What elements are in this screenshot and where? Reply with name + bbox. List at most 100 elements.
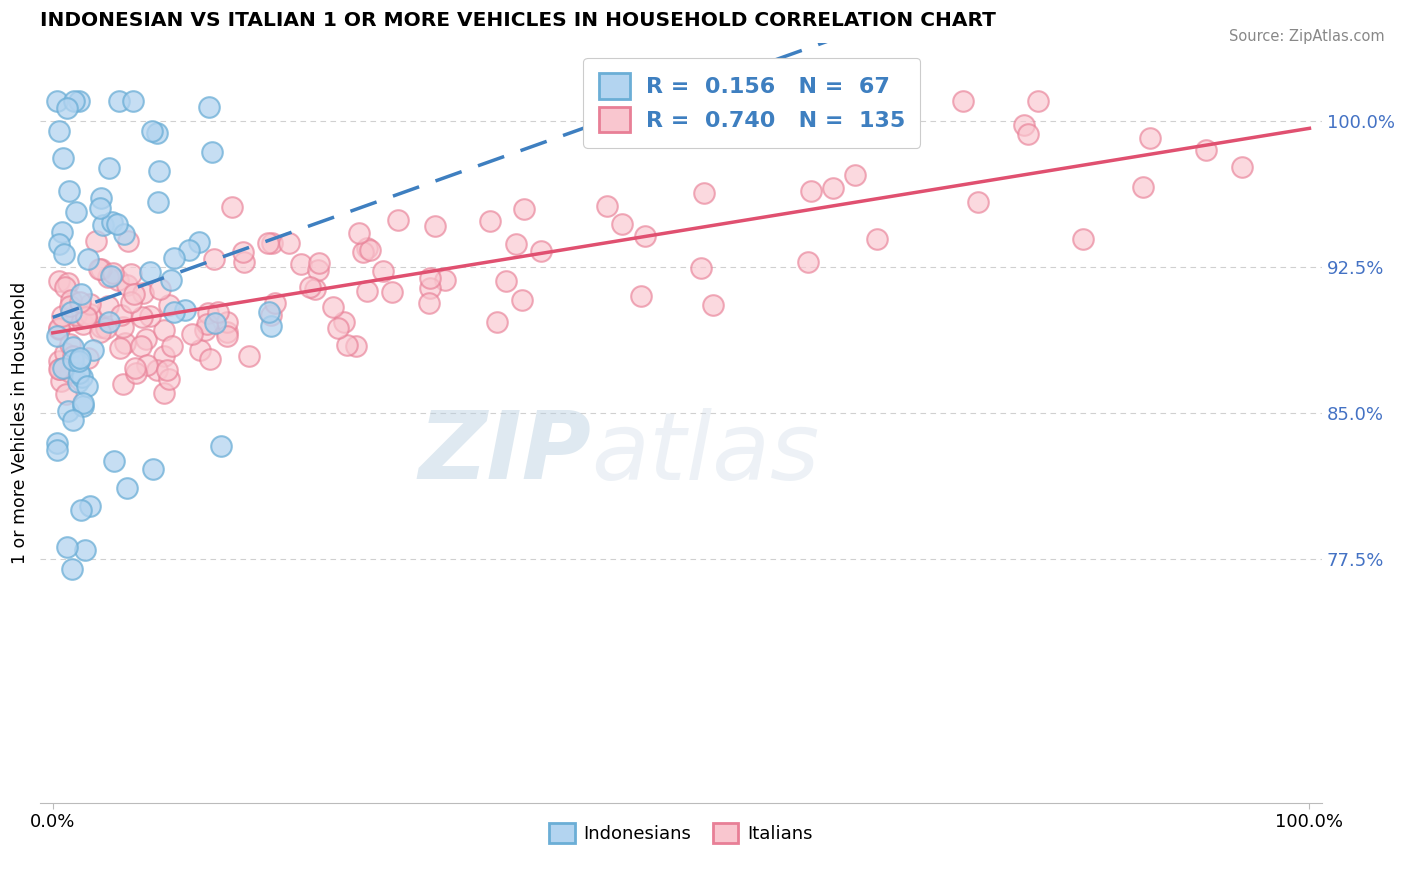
Point xyxy=(510,293,533,308)
Point xyxy=(153,385,176,400)
Point xyxy=(115,481,138,495)
Point xyxy=(72,399,94,413)
Point xyxy=(797,255,820,269)
Point xyxy=(62,339,84,353)
Point xyxy=(238,349,260,363)
Point xyxy=(62,353,84,368)
Point xyxy=(100,268,122,283)
Point xyxy=(187,235,209,249)
Point xyxy=(56,101,79,115)
Point xyxy=(125,366,148,380)
Point xyxy=(135,332,157,346)
Point xyxy=(112,227,135,241)
Point xyxy=(194,322,217,336)
Point xyxy=(138,310,160,324)
Point xyxy=(111,320,134,334)
Point xyxy=(59,299,82,313)
Point xyxy=(195,317,218,331)
Point xyxy=(59,366,82,380)
Point xyxy=(381,285,404,299)
Point xyxy=(79,297,101,311)
Point xyxy=(159,273,181,287)
Point xyxy=(505,237,527,252)
Point xyxy=(136,358,159,372)
Point xyxy=(356,284,378,298)
Point xyxy=(89,261,111,276)
Point xyxy=(156,362,179,376)
Point xyxy=(96,321,118,335)
Point xyxy=(107,273,129,287)
Point xyxy=(278,236,301,251)
Point xyxy=(260,235,283,250)
Point xyxy=(356,241,378,255)
Point xyxy=(209,439,232,453)
Point xyxy=(610,217,633,231)
Point xyxy=(108,94,131,108)
Point xyxy=(371,264,394,278)
Point xyxy=(201,145,224,160)
Point xyxy=(52,151,75,165)
Point xyxy=(62,412,84,426)
Point xyxy=(75,309,97,323)
Point xyxy=(72,396,94,410)
Text: Source: ZipAtlas.com: Source: ZipAtlas.com xyxy=(1229,29,1385,44)
Point xyxy=(260,308,283,322)
Point xyxy=(1071,232,1094,246)
Point xyxy=(1017,127,1039,141)
Point xyxy=(821,180,844,194)
Point xyxy=(419,281,441,295)
Point xyxy=(800,184,823,198)
Point xyxy=(173,302,195,317)
Point xyxy=(49,361,72,376)
Point xyxy=(844,168,866,182)
Point xyxy=(260,319,283,334)
Point xyxy=(58,276,80,290)
Point xyxy=(69,295,91,310)
Point xyxy=(55,386,77,401)
Point xyxy=(114,335,136,350)
Point xyxy=(198,351,221,366)
Point xyxy=(290,257,312,271)
Point xyxy=(48,321,70,335)
Point xyxy=(51,310,73,324)
Point xyxy=(48,362,70,376)
Point xyxy=(110,341,132,355)
Point xyxy=(485,315,508,329)
Point xyxy=(53,247,76,261)
Point xyxy=(53,346,76,360)
Point xyxy=(48,237,70,252)
Point xyxy=(304,282,326,296)
Point xyxy=(101,266,124,280)
Point xyxy=(689,260,711,275)
Point xyxy=(65,308,87,322)
Point xyxy=(197,306,219,320)
Point xyxy=(179,244,201,258)
Point xyxy=(215,328,238,343)
Point xyxy=(1026,94,1049,108)
Point xyxy=(59,337,82,351)
Point xyxy=(322,300,344,314)
Point xyxy=(79,499,101,513)
Point xyxy=(76,252,98,266)
Point xyxy=(132,286,155,301)
Point xyxy=(198,100,221,114)
Point xyxy=(257,305,280,319)
Point xyxy=(264,296,287,310)
Point xyxy=(352,245,374,260)
Point xyxy=(67,366,90,380)
Point xyxy=(232,255,254,269)
Point xyxy=(67,353,90,368)
Point xyxy=(76,310,98,324)
Point xyxy=(967,194,990,209)
Point xyxy=(48,274,70,288)
Point xyxy=(101,215,124,229)
Point xyxy=(90,191,112,205)
Point xyxy=(149,282,172,296)
Point xyxy=(419,271,441,285)
Point xyxy=(434,273,457,287)
Point xyxy=(63,94,86,108)
Point xyxy=(157,372,180,386)
Point xyxy=(163,305,186,319)
Point xyxy=(45,436,67,450)
Y-axis label: 1 or more Vehicles in Household: 1 or more Vehicles in Household xyxy=(11,282,30,564)
